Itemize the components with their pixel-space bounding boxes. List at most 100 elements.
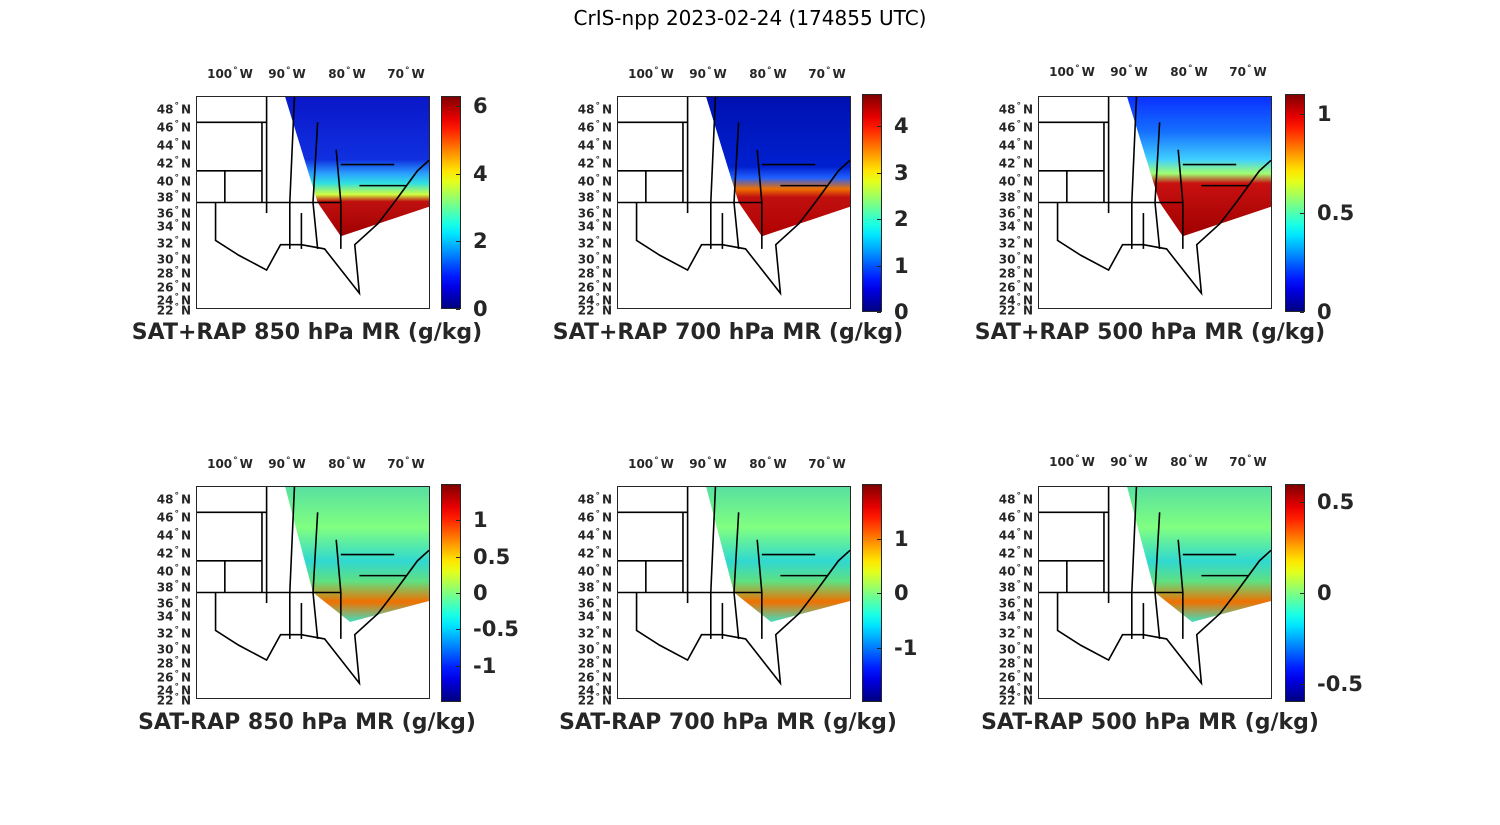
colorbar-tick-label: -0.5 [1317, 671, 1363, 696]
state-boundary [710, 97, 717, 203]
colorbar-tick-mark [877, 126, 881, 128]
latitude-tick-label: 48° N [998, 491, 1033, 507]
latitude-labels: 48° N 46° N 44° N 42° N 40° N 38° N 36° N 34° N 32° N 30° N… [557, 96, 612, 317]
longitude-tick-label: 100° W [207, 66, 253, 81]
latitude-tick-label: 26° N [156, 279, 191, 295]
longitude-tick-label: 80° W [1170, 64, 1208, 79]
latitude-tick-label: 24° N [998, 682, 1033, 698]
latitude-tick-label: 30° N [156, 251, 191, 267]
longitude-tick-label: 80° W [1170, 454, 1208, 469]
longitude-tick-label: 80° W [328, 456, 366, 471]
latitude-tick-label: 22° N [156, 692, 191, 708]
longitude-tick-label: 100° W [628, 66, 674, 81]
latitude-tick-label: 40° N [577, 563, 612, 579]
state-boundary [756, 149, 763, 249]
latitude-tick-label: 36° N [998, 595, 1033, 611]
latitude-tick-label: 28° N [998, 265, 1033, 281]
latitude-tick-label: 26° N [998, 279, 1033, 295]
colorbar-tick-mark [877, 538, 881, 540]
latitude-tick-label: 40° N [156, 173, 191, 189]
colorbar-tick-mark [1300, 593, 1304, 594]
colorbar-tick-label: 0.5 [1317, 200, 1355, 225]
latitude-tick-label: 26° N [577, 279, 612, 295]
latitude-tick-label: 44° N [998, 137, 1033, 153]
state-boundary [1154, 122, 1161, 249]
latitude-tick-label: 36° N [577, 595, 612, 611]
colorbar-tick-label: 0 [894, 300, 909, 324]
longitude-labels: 100° W 90° W 80° W 70° W [617, 66, 851, 82]
latitude-tick-label: 46° N [156, 509, 191, 525]
satellite-swath [285, 97, 429, 237]
latitude-tick-label: 44° N [156, 527, 191, 543]
longitude-tick-label: 90° W [689, 66, 727, 81]
latitude-tick-label: 40° N [156, 563, 191, 579]
panel-label: SAT+RAP 850 hPa MR (g/kg) [131, 320, 483, 345]
colorbar-tick-label: 0 [1317, 300, 1332, 324]
colorbar [1285, 94, 1305, 312]
state-boundary [635, 549, 850, 686]
state-boundary [312, 512, 319, 639]
longitude-labels: 100° W 90° W 80° W 70° W [1038, 454, 1272, 470]
latitude-tick-label: 32° N [577, 625, 612, 641]
latitude-tick-label: 32° N [998, 235, 1033, 251]
latitude-tick-label: 36° N [577, 205, 612, 221]
colorbar-tick-mark [877, 265, 881, 267]
colorbar-tick-mark [1300, 212, 1304, 214]
state-boundary [312, 122, 319, 249]
latitude-tick-label: 22° N [156, 302, 191, 318]
latitude-tick-label: 38° N [998, 579, 1033, 595]
latitude-tick-label: 32° N [156, 235, 191, 251]
map-area [196, 486, 430, 699]
latitude-tick-label: 46° N [577, 509, 612, 525]
latitude-tick-label: 28° N [998, 655, 1033, 671]
latitude-tick-label: 46° N [998, 509, 1033, 525]
latitude-tick-label: 42° N [998, 155, 1033, 171]
latitude-tick-label: 38° N [156, 579, 191, 595]
colorbar-tick-label: 0.5 [473, 544, 511, 569]
latitude-tick-label: 30° N [577, 641, 612, 657]
latitude-tick-label: 34° N [156, 608, 191, 624]
colorbar-tick-label: 4 [473, 161, 488, 186]
latitude-tick-label: 44° N [998, 527, 1033, 543]
latitude-tick-label: 34° N [577, 218, 612, 234]
state-boundary [1154, 512, 1161, 639]
latitude-labels: 48° N 46° N 44° N 42° N 40° N 38° N 36° N 34° N 32° N 30° N… [557, 486, 612, 707]
colorbar-tick-label: 0 [473, 297, 488, 321]
latitude-tick-label: 46° N [998, 119, 1033, 135]
latitude-tick-label: 28° N [577, 655, 612, 671]
colorbar-tick-mark [456, 629, 460, 631]
latitude-tick-label: 42° N [156, 545, 191, 561]
latitude-tick-label: 44° N [156, 137, 191, 153]
latitude-tick-label: 42° N [156, 155, 191, 171]
latitude-tick-label: 42° N [577, 545, 612, 561]
longitude-tick-label: 70° W [387, 456, 425, 471]
latitude-tick-label: 34° N [998, 608, 1033, 624]
latitude-tick-label: 44° N [577, 527, 612, 543]
latitude-tick-label: 34° N [577, 608, 612, 624]
latitude-tick-label: 28° N [156, 655, 191, 671]
colorbar [1285, 484, 1305, 702]
longitude-tick-label: 80° W [328, 66, 366, 81]
longitude-tick-label: 90° W [1110, 64, 1148, 79]
longitude-tick-label: 90° W [268, 456, 306, 471]
colorbar-tick-mark [877, 219, 881, 221]
state-boundary [1177, 539, 1184, 639]
longitude-labels: 100° W 90° W 80° W 70° W [196, 66, 430, 82]
map-graphic [197, 487, 429, 686]
state-boundary [756, 539, 763, 639]
colorbar-tick-mark [456, 309, 460, 310]
latitude-tick-label: 22° N [577, 302, 612, 318]
state-boundary [1131, 487, 1138, 593]
latitude-tick-label: 36° N [156, 205, 191, 221]
latitude-tick-label: 30° N [577, 251, 612, 267]
colorbar [441, 96, 461, 309]
latitude-tick-label: 24° N [577, 292, 612, 308]
state-boundary [733, 122, 740, 249]
latitude-tick-label: 30° N [156, 641, 191, 657]
map-area [1038, 96, 1272, 309]
latitude-tick-label: 22° N [998, 302, 1033, 318]
colorbar-tick-mark [877, 172, 881, 174]
latitude-tick-label: 24° N [156, 682, 191, 698]
longitude-labels: 100° W 90° W 80° W 70° W [617, 456, 851, 472]
latitude-tick-label: 46° N [156, 119, 191, 135]
